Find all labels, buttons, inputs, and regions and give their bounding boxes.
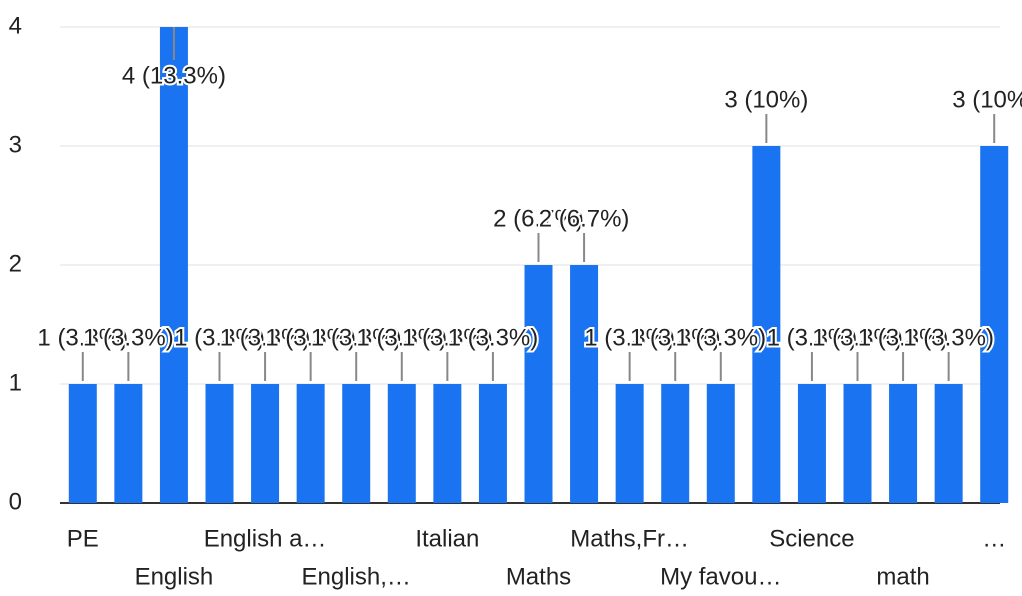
- x-tick-label: English,…: [302, 563, 411, 590]
- bar: [251, 384, 280, 503]
- bar: [387, 384, 416, 503]
- bar: [433, 384, 462, 503]
- value-label: 1 (3.3%): [675, 324, 766, 351]
- value-label: 1 (3.3%): [448, 324, 539, 351]
- bar: [752, 146, 781, 503]
- x-tick-label: PE: [67, 525, 99, 552]
- value-label: 1 (3.3%): [630, 324, 721, 351]
- y-tick-label: 4: [9, 12, 22, 39]
- value-label: 3 (10%): [724, 86, 808, 113]
- bar: [889, 384, 918, 503]
- value-label: 1 (3.3%): [812, 324, 903, 351]
- value-label: 2 (6.7%): [539, 205, 630, 232]
- x-tick-label: …: [982, 525, 1006, 552]
- value-label: 1 (3.3%): [265, 324, 356, 351]
- bars: [68, 27, 1009, 503]
- bar: [478, 384, 507, 503]
- value-label: 1 (3.3%): [174, 324, 265, 351]
- bar: [661, 384, 690, 503]
- value-label: 1 (3.3%): [311, 324, 402, 351]
- bar: [342, 384, 371, 503]
- value-label: 2 (6.7%): [493, 205, 584, 232]
- x-tick-label: Maths,Fr…: [570, 525, 689, 552]
- bar: [934, 384, 963, 503]
- bar: [296, 384, 325, 503]
- x-tick-label: English: [135, 563, 214, 590]
- value-label: 1 (3.3%): [402, 324, 493, 351]
- value-label: 1 (3.3%): [767, 324, 858, 351]
- x-tick-label: My favou…: [660, 563, 781, 590]
- x-tick-label: English a…: [204, 525, 327, 552]
- labels: 1 (3.3%)1 (3.3%)4 (13.3%)1 (3.3%)1 (3.3%…: [35, 27, 1022, 381]
- value-label: 4 (13.3%): [122, 62, 226, 89]
- value-label: 1 (3.3%): [903, 324, 994, 351]
- y-tick-label: 3: [9, 131, 22, 158]
- bar: [570, 265, 599, 503]
- value-label: 1 (3.3%): [584, 324, 675, 351]
- y-tick-label: 2: [9, 250, 22, 277]
- bar: [159, 27, 188, 503]
- x-tick-label: Maths: [506, 563, 571, 590]
- y-tick-label: 1: [9, 369, 22, 396]
- value-label: 3 (10%): [952, 86, 1022, 113]
- bar: [980, 146, 1009, 503]
- bar: [843, 384, 872, 503]
- value-label: 1 (3.3%): [83, 324, 174, 351]
- bar: [205, 384, 234, 503]
- bar: [68, 384, 97, 503]
- bar: [524, 265, 553, 503]
- x-tick-label: math: [876, 563, 929, 590]
- value-label: 1 (3.3%): [858, 324, 949, 351]
- x-tick-label: Science: [769, 525, 854, 552]
- bar: [706, 384, 735, 503]
- value-label: 1 (3.3%): [220, 324, 311, 351]
- value-label: 1 (3.3%): [37, 324, 128, 351]
- bar: [797, 384, 826, 503]
- value-label: 1 (3.3%): [356, 324, 447, 351]
- bar: [615, 384, 644, 503]
- x-tick-label: Italian: [415, 525, 479, 552]
- y-tick-label: 0: [9, 488, 22, 515]
- bar: [114, 384, 143, 503]
